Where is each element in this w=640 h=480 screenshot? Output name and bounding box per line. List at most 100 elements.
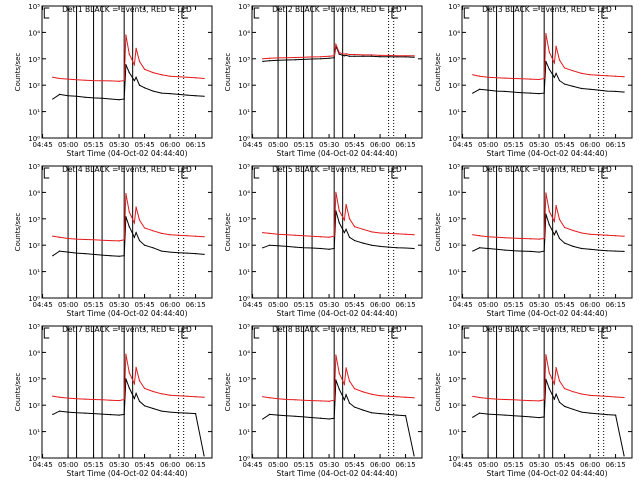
series-events-point: [101, 413, 103, 415]
y-tick-label: 10⁰: [448, 135, 460, 143]
series-events-point: [109, 255, 112, 257]
series-events-point: [101, 97, 103, 99]
series-events-point: [343, 399, 345, 401]
series-events-point: [572, 408, 574, 410]
panel-title: Det 9 BLACK = Events, RED = LLD: [482, 325, 612, 334]
series-lld-point: [75, 79, 78, 81]
series-events-point: [563, 405, 566, 408]
series-events-point: [277, 414, 279, 416]
series-events-point: [563, 242, 566, 244]
series-events-point: [203, 95, 205, 97]
series-events-point: [538, 93, 540, 95]
series-lld-point: [623, 396, 625, 399]
series-lld-point: [404, 55, 407, 57]
series-lld-point: [472, 74, 474, 76]
series-events-point: [186, 412, 188, 414]
series-events-point: [345, 394, 347, 396]
series-events-point: [328, 248, 330, 250]
x-tick-label: 06:00: [160, 141, 180, 149]
series-events-point: [294, 59, 296, 61]
series-lld-point: [404, 233, 407, 235]
x-tick-label: 05:00: [58, 141, 78, 149]
y-tick-label: 10²: [28, 402, 40, 410]
x-axis-label: Start Time (04-Oct-02 04:44:40): [486, 469, 607, 478]
x-tick-label: 04:45: [32, 461, 52, 469]
series-lld-point: [128, 211, 130, 213]
x-tick-label: 06:00: [160, 461, 180, 469]
y-tick-label: 10⁰: [238, 455, 250, 463]
series-events-point: [101, 254, 103, 256]
y-tick-label: 10⁴: [28, 29, 40, 37]
series-lld-point: [268, 397, 271, 399]
series-events-point: [118, 255, 120, 257]
series-lld-point: [135, 47, 137, 49]
bracket-right: [601, 327, 608, 339]
bracket-right: [181, 7, 188, 19]
x-tick-label: 05:45: [344, 141, 364, 149]
series-events-point: [333, 417, 335, 419]
series-lld-point: [152, 230, 154, 232]
x-tick-label: 05:45: [134, 141, 154, 149]
plot-frame: [41, 165, 213, 299]
y-axis-label: Counts/sec: [434, 53, 442, 92]
x-axis-label: Start Time (04-Oct-02 04:44:40): [276, 309, 397, 318]
series-events-point: [123, 98, 125, 100]
x-tick-label: 05:15: [83, 141, 103, 149]
series-events-point: [404, 415, 407, 417]
series-events-point: [135, 392, 137, 394]
y-tick-label: 10²: [448, 242, 460, 250]
y-tick-label: 10³: [28, 216, 40, 224]
series-events-point: [58, 93, 61, 95]
series-lld-point: [335, 191, 337, 193]
x-tick-label: 04:45: [32, 141, 52, 149]
series-events-point: [52, 98, 54, 100]
series-events-point: [75, 95, 78, 97]
series-events-point: [572, 85, 574, 88]
series-lld-point: [504, 398, 506, 401]
series-events-point: [370, 412, 373, 414]
series-events-point: [311, 58, 313, 60]
series-events-point: [597, 249, 600, 251]
series-events-point: [302, 416, 305, 418]
series-lld-point: [521, 78, 523, 80]
series-lld-point: [109, 399, 112, 401]
series-lld-point: [52, 76, 54, 78]
series-lld-point: [177, 234, 180, 236]
series-lld-point: [580, 232, 583, 234]
series-lld-point: [396, 233, 398, 235]
series-events-point: [548, 68, 550, 70]
series-lld-point: [343, 383, 345, 385]
series-lld-point: [548, 372, 550, 374]
series-lld-point: [203, 236, 205, 238]
plot-frame: [41, 5, 213, 139]
series-lld-point: [370, 231, 373, 233]
series-events-point: [128, 226, 130, 228]
series-lld-point: [512, 237, 515, 239]
series-lld-point: [160, 232, 163, 234]
series-lld-point: [555, 204, 557, 207]
bracket-left: [463, 167, 470, 179]
series-events-point: [413, 455, 415, 457]
series-events-point: [387, 413, 390, 415]
series-lld-point: [125, 353, 127, 355]
series-events-point: [348, 55, 351, 57]
x-tick-label: 04:45: [452, 461, 472, 469]
series-lld-point: [125, 34, 127, 36]
y-tick-label: 10²: [28, 82, 40, 90]
series-lld-point: [555, 367, 557, 369]
y-axis-label: Counts/sec: [224, 53, 232, 92]
series-events-point: [353, 55, 356, 57]
x-tick-label: 06:15: [185, 301, 205, 309]
series-lld-point: [67, 237, 69, 240]
series-lld-point: [543, 399, 545, 401]
series-events-point: [143, 244, 146, 246]
series-lld-point: [138, 60, 141, 62]
series-lld-point: [504, 77, 506, 79]
series-lld-point: [277, 398, 279, 400]
y-tick-label: 10³: [448, 56, 460, 64]
series-events-point: [294, 415, 296, 417]
series-lld-point: [138, 219, 141, 221]
series-lld-point: [521, 237, 523, 240]
series-lld-point: [404, 396, 407, 398]
series-events-point: [177, 412, 180, 414]
